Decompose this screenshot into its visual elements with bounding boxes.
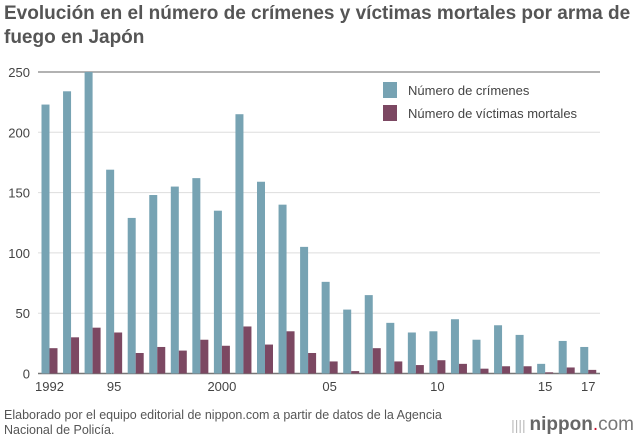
x-tick-label: 1992 bbox=[35, 379, 64, 394]
bar-victims bbox=[157, 346, 166, 374]
bar-victims bbox=[480, 368, 489, 374]
legend-swatch bbox=[383, 82, 397, 98]
nippon-logo: |||| nippon.com bbox=[511, 414, 634, 436]
y-tick-label: 250 bbox=[8, 65, 30, 80]
legend-label: Número de víctimas mortales bbox=[408, 106, 578, 121]
bar-crimes bbox=[213, 210, 222, 374]
bar-victims bbox=[566, 367, 575, 374]
y-tick-label: 100 bbox=[8, 246, 30, 261]
y-tick-label: 150 bbox=[8, 186, 30, 201]
bar-crimes bbox=[537, 363, 546, 374]
bar-victims bbox=[71, 337, 80, 374]
bar-victims bbox=[135, 352, 144, 374]
legend-label: Número de crímenes bbox=[408, 83, 530, 98]
logo-suffix: com bbox=[598, 414, 634, 435]
y-tick-label: 0 bbox=[23, 367, 30, 382]
bar-victims bbox=[415, 365, 424, 374]
bar-victims bbox=[114, 332, 123, 374]
bar-crimes bbox=[257, 181, 265, 374]
bar-victims bbox=[588, 369, 597, 374]
logo-bars-icon: |||| bbox=[511, 417, 530, 433]
bar-victims bbox=[329, 361, 338, 374]
bar-crimes bbox=[84, 72, 93, 374]
bar-crimes bbox=[41, 104, 50, 374]
x-tick-label: 15 bbox=[538, 379, 552, 394]
bar-crimes bbox=[235, 114, 244, 374]
bar-victims bbox=[437, 360, 446, 374]
x-tick-label: 05 bbox=[322, 379, 336, 394]
bar-crimes bbox=[386, 322, 395, 374]
bar-crimes bbox=[364, 295, 373, 374]
bar-victims bbox=[49, 348, 58, 374]
bar-crimes bbox=[192, 178, 201, 374]
x-tick-label: 17 bbox=[581, 379, 595, 394]
y-tick-label: 200 bbox=[8, 125, 30, 140]
bar-victims bbox=[372, 348, 381, 374]
x-tick-label: 95 bbox=[107, 379, 121, 394]
bar-crimes bbox=[63, 91, 72, 374]
bar-crimes bbox=[472, 339, 481, 374]
bar-crimes bbox=[407, 332, 416, 374]
bar-crimes bbox=[127, 217, 136, 374]
x-tick-label: 10 bbox=[430, 379, 444, 394]
bar-crimes bbox=[106, 169, 115, 374]
bar-crimes bbox=[170, 186, 179, 374]
bar-victims bbox=[92, 327, 101, 374]
bar-victims bbox=[200, 339, 209, 374]
bar-crimes bbox=[300, 246, 309, 374]
bar-crimes bbox=[321, 281, 330, 374]
source-note: Elaborado por el equipo editorial de nip… bbox=[4, 408, 442, 437]
bar-crimes bbox=[278, 204, 287, 374]
bar-crimes bbox=[343, 309, 352, 374]
bar-crimes bbox=[494, 325, 503, 374]
bar-victims bbox=[221, 345, 230, 374]
bar-victims bbox=[286, 331, 295, 374]
legend-swatch bbox=[383, 105, 397, 121]
logo-name: nippon bbox=[529, 414, 593, 435]
bar-victims bbox=[523, 366, 532, 374]
bar-crimes bbox=[429, 331, 438, 374]
bar-victims bbox=[351, 371, 360, 374]
y-tick-label: 50 bbox=[16, 306, 30, 321]
bar-victims bbox=[545, 372, 554, 374]
chart-title: Evolución en el número de crímenes y víc… bbox=[4, 3, 631, 48]
bar-crimes bbox=[450, 319, 459, 374]
bar-victims bbox=[178, 350, 187, 374]
bar-victims bbox=[502, 366, 511, 374]
bar-victims bbox=[308, 352, 317, 374]
bar-crimes bbox=[515, 334, 524, 374]
logo-dot: . bbox=[592, 414, 599, 435]
bar-crimes bbox=[558, 340, 567, 374]
bar-victims bbox=[394, 361, 403, 374]
bar-crimes bbox=[580, 346, 589, 374]
bar-crimes bbox=[149, 195, 158, 374]
bar-victims bbox=[243, 326, 252, 374]
bar-victims bbox=[265, 344, 273, 374]
x-tick-label: 2000 bbox=[207, 379, 236, 394]
bar-victims bbox=[458, 363, 467, 374]
